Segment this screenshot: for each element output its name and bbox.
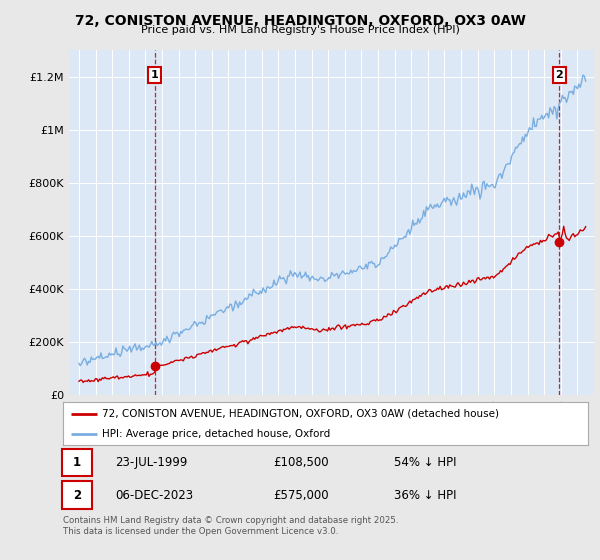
Text: £108,500: £108,500 <box>273 456 329 469</box>
Text: 54% ↓ HPI: 54% ↓ HPI <box>394 456 456 469</box>
Text: 2: 2 <box>73 488 81 502</box>
Text: 23-JUL-1999: 23-JUL-1999 <box>115 456 188 469</box>
Text: £575,000: £575,000 <box>273 488 329 502</box>
Text: Contains HM Land Registry data © Crown copyright and database right 2025.
This d: Contains HM Land Registry data © Crown c… <box>63 516 398 536</box>
Text: 72, CONISTON AVENUE, HEADINGTON, OXFORD, OX3 0AW (detached house): 72, CONISTON AVENUE, HEADINGTON, OXFORD,… <box>103 409 499 419</box>
Text: Price paid vs. HM Land Registry's House Price Index (HPI): Price paid vs. HM Land Registry's House … <box>140 25 460 35</box>
FancyBboxPatch shape <box>62 482 92 508</box>
Text: 1: 1 <box>73 456 81 469</box>
FancyBboxPatch shape <box>62 449 92 477</box>
Text: 72, CONISTON AVENUE, HEADINGTON, OXFORD, OX3 0AW: 72, CONISTON AVENUE, HEADINGTON, OXFORD,… <box>74 14 526 28</box>
Text: 36% ↓ HPI: 36% ↓ HPI <box>394 488 456 502</box>
Text: 06-DEC-2023: 06-DEC-2023 <box>115 488 194 502</box>
Text: 1: 1 <box>151 70 158 80</box>
Text: HPI: Average price, detached house, Oxford: HPI: Average price, detached house, Oxfo… <box>103 428 331 438</box>
Text: 2: 2 <box>556 70 563 80</box>
